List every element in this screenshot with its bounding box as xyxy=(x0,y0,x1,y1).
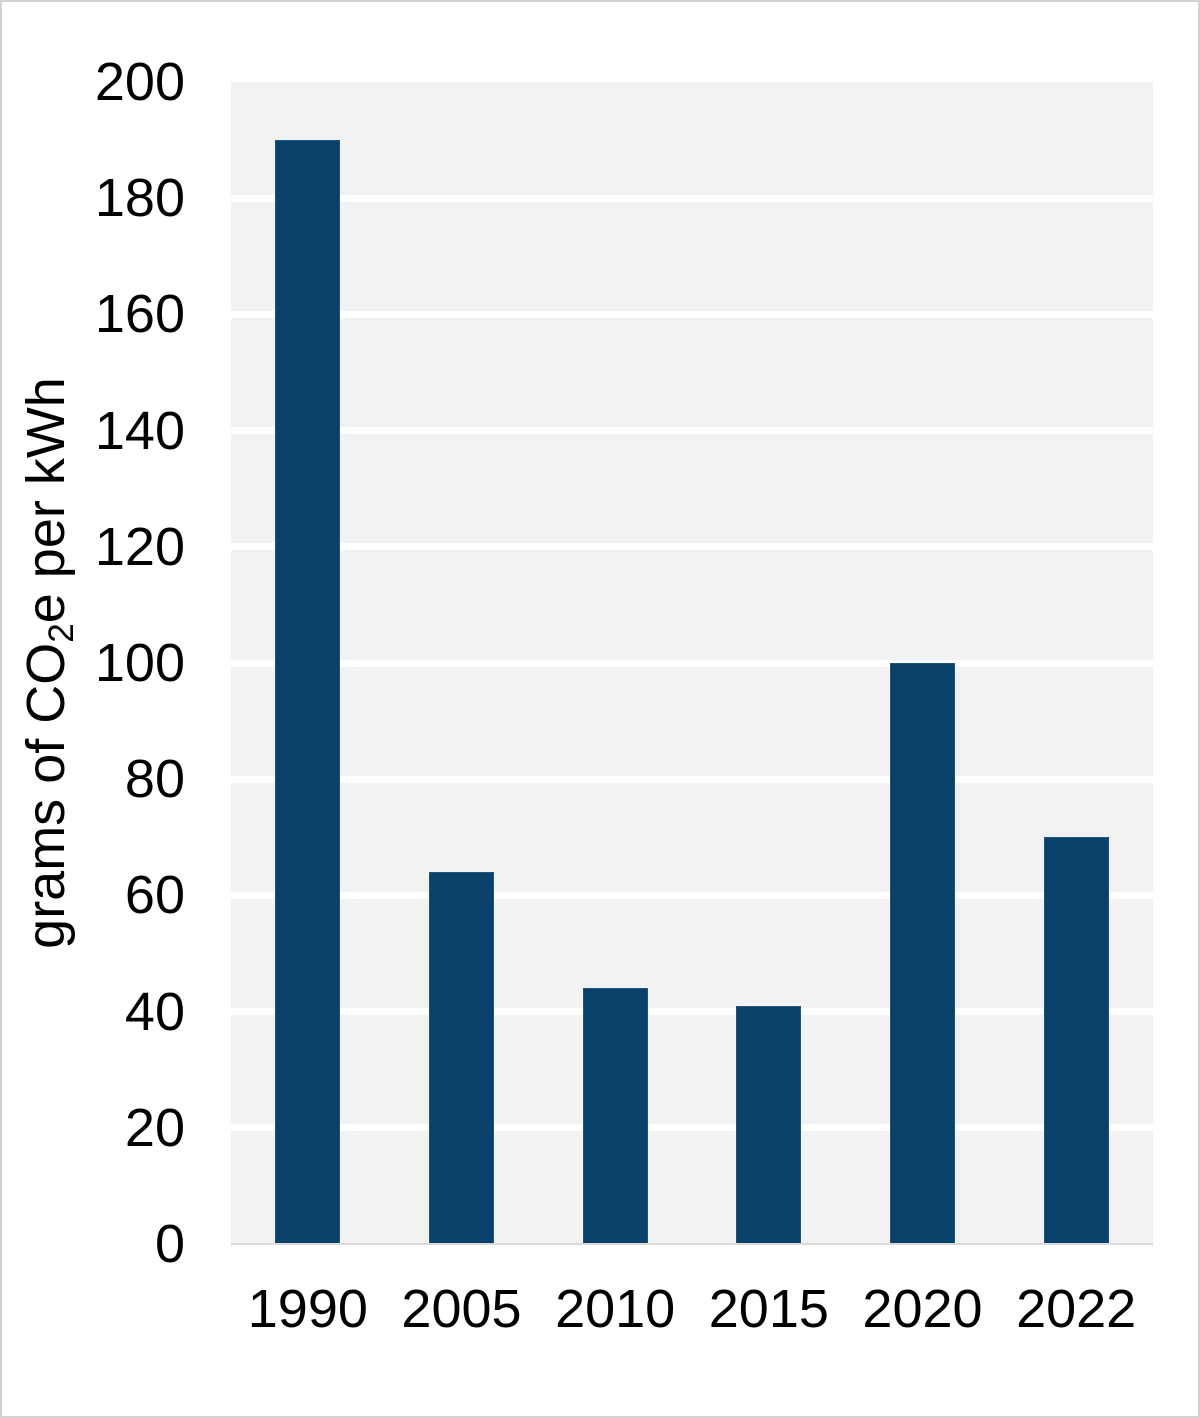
y-tick-label-0: 0 xyxy=(154,1214,185,1274)
y-tick-label-40: 40 xyxy=(124,981,185,1042)
x-tick-label-2022: 2022 xyxy=(1016,1279,1137,1339)
x-tick-label-2015: 2015 xyxy=(708,1279,829,1339)
gridline-y-80 xyxy=(231,775,1153,783)
plot-area xyxy=(231,82,1153,1245)
x-tick-label-1990: 1990 xyxy=(247,1279,368,1339)
y-tick-label-80: 80 xyxy=(124,749,185,810)
bar-2010 xyxy=(582,988,648,1244)
gridline-y-180 xyxy=(231,194,1153,202)
y-tick-label-60: 60 xyxy=(124,865,185,926)
bar-2020 xyxy=(890,663,955,1244)
x-tick-label-2020: 2020 xyxy=(862,1279,983,1339)
y-tick-label-160: 160 xyxy=(94,284,185,345)
x-tick-label-2005: 2005 xyxy=(401,1279,522,1339)
bar-2022 xyxy=(1043,837,1109,1244)
gridline-y-140 xyxy=(231,427,1153,435)
gridline-y-60 xyxy=(231,891,1153,899)
bar-1990 xyxy=(275,140,341,1244)
y-tick-label-20: 20 xyxy=(124,1097,185,1158)
bar-2015 xyxy=(736,1005,802,1244)
y-tick-label-200: 200 xyxy=(94,52,185,112)
y-tick-label-180: 180 xyxy=(94,168,185,229)
x-tick-label-2010: 2010 xyxy=(555,1279,676,1339)
gridline-y-120 xyxy=(231,543,1153,551)
y-tick-label-100: 100 xyxy=(94,633,185,693)
y-tick-label-120: 120 xyxy=(94,516,185,577)
gridline-y-160 xyxy=(231,310,1153,318)
gridline-y-20 xyxy=(231,1124,1153,1132)
bar-2005 xyxy=(429,872,494,1244)
y-tick-label-140: 140 xyxy=(94,400,185,461)
gridline-y-40 xyxy=(231,1008,1153,1016)
x-axis-line xyxy=(231,1243,1153,1245)
gridline-y-100 xyxy=(231,659,1153,667)
